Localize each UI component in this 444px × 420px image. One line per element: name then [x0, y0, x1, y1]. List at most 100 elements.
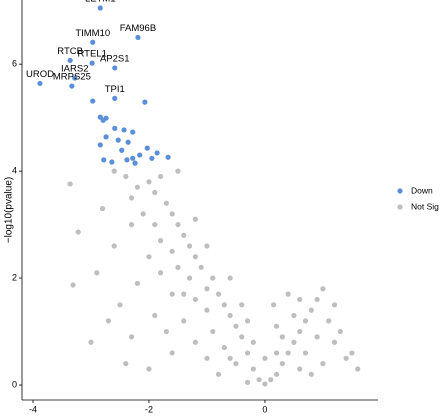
point: [157, 173, 164, 180]
point: [105, 318, 111, 324]
x-tick-label: 0: [262, 404, 267, 414]
y-tick-label: 0: [12, 379, 17, 389]
point: [140, 211, 146, 217]
point: [130, 129, 136, 135]
point: [192, 296, 198, 303]
point: [130, 155, 136, 161]
point: [97, 5, 103, 11]
point: [152, 312, 158, 319]
point: [308, 307, 314, 313]
point: [308, 371, 314, 377]
point: [227, 312, 233, 319]
point: [355, 366, 361, 372]
point: [192, 216, 198, 222]
point: [169, 248, 175, 254]
point: [72, 75, 78, 81]
point: [204, 307, 210, 313]
point-label: MRPS25: [53, 72, 91, 83]
point: [233, 361, 239, 367]
point: [181, 291, 187, 297]
point: [186, 243, 193, 249]
point: [175, 168, 181, 174]
point: [132, 160, 138, 166]
point: [279, 361, 285, 367]
point: [89, 60, 95, 66]
point: [146, 366, 152, 372]
point: [37, 80, 43, 87]
point: [273, 323, 280, 329]
point: [117, 302, 123, 308]
point-label: FAM96B: [120, 23, 156, 34]
point: [250, 366, 256, 372]
point: [239, 334, 245, 340]
point: [192, 254, 198, 260]
point: [320, 361, 326, 367]
point: [157, 270, 164, 276]
point: [221, 344, 227, 351]
point: [331, 302, 338, 308]
point: [221, 302, 227, 308]
point-label: TIMM10: [75, 28, 110, 39]
point: [285, 350, 291, 356]
legend-label: Down: [411, 185, 433, 195]
point: [100, 117, 106, 123]
point: [215, 291, 222, 297]
point: [186, 275, 193, 281]
y-axis-label: −log10(pvalue): [4, 177, 15, 243]
point: [349, 350, 355, 356]
point: [337, 328, 343, 335]
point: [297, 366, 303, 372]
x-tick-label: -2: [145, 404, 153, 414]
point: [273, 371, 280, 377]
point: [70, 282, 76, 288]
point: [271, 302, 277, 308]
point: [90, 39, 96, 45]
point: [111, 243, 117, 249]
point: [302, 318, 309, 324]
point: [169, 291, 175, 297]
point: [134, 280, 140, 287]
point: [285, 291, 291, 297]
point: [94, 270, 100, 276]
point: [198, 264, 204, 270]
point: [331, 339, 338, 345]
point: [297, 296, 303, 303]
point: [124, 157, 130, 163]
point: [90, 98, 96, 104]
point: [149, 155, 155, 161]
point-label: AP2S1: [100, 53, 130, 64]
point: [75, 229, 81, 235]
point: [152, 221, 158, 228]
legend-swatch: [397, 188, 403, 194]
point: [244, 350, 251, 356]
point: [181, 318, 187, 324]
point: [128, 195, 135, 201]
point: [192, 339, 198, 345]
point: [210, 328, 216, 335]
point: [99, 205, 106, 212]
point: [169, 350, 175, 356]
point: [169, 211, 175, 217]
point: [279, 334, 285, 340]
point: [146, 179, 152, 185]
y-tick-label: 2: [12, 272, 17, 282]
point: [210, 275, 216, 281]
point: [163, 328, 169, 335]
point: [291, 312, 297, 319]
point: [128, 221, 135, 228]
point: [302, 350, 309, 356]
point: [244, 318, 251, 324]
point: [291, 339, 297, 345]
point: [97, 142, 103, 148]
point: [128, 334, 135, 340]
point: [115, 137, 121, 143]
point: [215, 371, 222, 377]
point: [157, 238, 164, 244]
point: [101, 157, 107, 163]
point: [123, 361, 129, 367]
point: [144, 145, 150, 151]
point: [204, 355, 210, 361]
point: [165, 154, 171, 160]
point: [163, 200, 169, 206]
point: [103, 134, 109, 140]
